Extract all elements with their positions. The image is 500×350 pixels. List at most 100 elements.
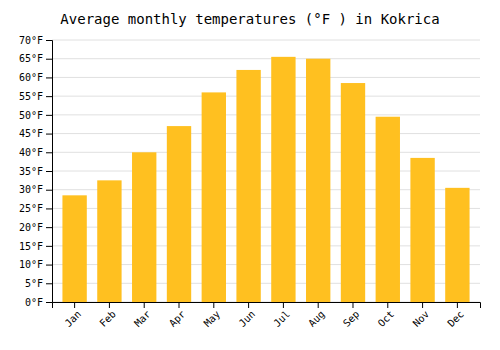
tick: 50°F [19,110,52,121]
tick-label: 65°F [19,53,43,64]
tick: 35°F [19,166,52,177]
tick-label: 25°F [19,203,43,214]
tick-mark [46,171,52,172]
tick-label: 50°F [19,110,43,121]
chart: Jan Feb Mar Apr May Jun Jul Aug Sep Oct Nov Dec 0°F 5… [0,0,500,350]
tick: Mar [132,302,153,329]
tick: Oct [376,302,397,329]
tick: 15°F [19,241,52,252]
tick-label: 0°F [25,297,43,308]
bar [445,188,469,302]
tick-label: Apr [167,308,188,329]
tick-mark [46,134,52,135]
axis-line [46,41,53,303]
bar [97,180,121,302]
tick-label: Oct [376,308,397,329]
tick: Aug [306,302,327,329]
tick-label: Mar [132,308,153,329]
tick-mark [457,302,458,308]
grid-line [52,114,480,115]
tick: 40°F [19,147,52,158]
tick-mark [248,302,249,308]
grid-line [52,77,480,78]
tick: Jun [237,302,258,329]
tick-label: Feb [97,308,118,329]
tick-label: 70°F [19,35,43,46]
grid [52,40,480,302]
tick-label: 40°F [19,147,43,158]
tick-label: Jan [63,308,84,329]
bar [341,83,365,302]
tick: Nov [411,302,432,329]
tick-mark [387,302,388,308]
tick-mark [46,77,52,78]
tick: 70°F [19,35,52,46]
tick-label: Sep [341,308,362,329]
bar [306,59,330,302]
axis-line [53,303,481,309]
bar [202,92,226,302]
tick-mark [318,302,319,308]
tick-label: Nov [411,308,432,329]
tick-mark [179,302,180,308]
bar [132,152,156,302]
tick: Dec [445,302,466,329]
tick-label: 35°F [19,166,43,177]
tick: Jan [63,302,84,329]
tick-mark [46,59,52,60]
tick-mark [46,152,52,153]
grid-line [52,152,480,153]
tick: 10°F [19,259,52,270]
bar [271,57,295,302]
tick-label: 20°F [19,222,43,233]
tick: 30°F [19,184,52,195]
tick-label: 60°F [19,72,43,83]
y-axis: 0°F 5°F 10°F 15°F 20°F 25°F 30°F 35°F 40°F 45°F 50… [19,35,53,308]
tick-label: 30°F [19,184,43,195]
grid-line [52,96,480,97]
tick: Jul [271,302,292,329]
bars [62,57,469,302]
tick-label: Jun [237,308,258,329]
tick-mark [46,115,52,116]
tick-mark [422,302,423,308]
tick-label: Jul [271,308,292,329]
tick-mark [352,302,353,308]
tick-label: 5°F [25,278,43,289]
bar [167,126,191,302]
tick-mark [283,302,284,308]
tick-mark [46,208,52,209]
tick: 65°F [19,53,52,64]
tick-label: May [202,308,223,329]
plot: Jan Feb Mar Apr May Jun Jul Aug Sep Oct Nov Dec 0°F 5… [19,35,481,329]
tick-mark [46,302,52,303]
tick: 5°F [25,278,52,289]
tick-mark [46,283,52,284]
tick-label: 55°F [19,91,43,102]
x-axis: Jan Feb Mar Apr May Jun Jul Aug Sep Oct Nov Dec [53,302,481,329]
tick: 55°F [19,91,52,102]
tick: May [202,302,223,329]
tick-label: Dec [445,308,466,329]
tick-label: 10°F [19,259,43,270]
tick: 45°F [19,128,52,139]
tick-mark [46,227,52,228]
grid-line [52,40,480,41]
tick-label: 45°F [19,128,43,139]
tick: 20°F [19,222,52,233]
grid-line [52,58,480,59]
grid-line [52,133,480,134]
bar [410,158,434,302]
tick-label: 15°F [19,241,43,252]
tick-mark [46,96,52,97]
tick: Sep [341,302,362,329]
tick: Feb [97,302,118,329]
tick-mark [74,302,75,308]
bar [236,70,260,302]
tick-mark [46,40,52,41]
bar [62,195,86,302]
tick-mark [46,246,52,247]
tick-mark [109,302,110,308]
title: Average monthly temperatures (°F ) in Ko… [60,11,439,27]
tick: 60°F [19,72,52,83]
